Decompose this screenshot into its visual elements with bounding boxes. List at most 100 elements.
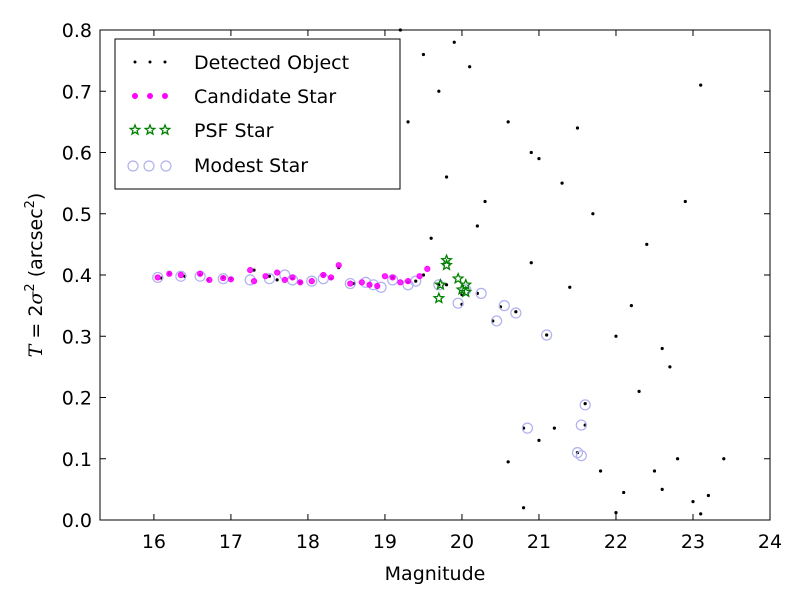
detected-object-point — [452, 40, 456, 44]
modest-star-point — [152, 271, 164, 284]
detected-object-point — [552, 426, 556, 430]
detected-object-point — [252, 268, 256, 272]
y-label-sq1: 2 — [23, 283, 38, 291]
detected-object-point — [622, 490, 626, 495]
detected-object-point — [406, 120, 410, 124]
detected-object-point — [699, 512, 703, 516]
detected-object-point — [421, 52, 426, 57]
candidate-star-point — [327, 274, 335, 281]
modest-star-point — [175, 270, 187, 282]
detected-object-point — [545, 333, 549, 337]
candidate-star-point — [358, 279, 365, 286]
candidate-star-point — [281, 276, 288, 283]
legend-psf-star — [158, 123, 172, 136]
modest-star-point — [521, 422, 534, 434]
candidate-star-point — [381, 273, 389, 280]
modest-star-point — [344, 277, 356, 290]
detected-object-point — [683, 199, 687, 204]
detected-object-point — [429, 236, 433, 240]
axis-ticks — [100, 29, 771, 521]
detected-object-point — [675, 457, 680, 461]
y-tick-label: 0.0 — [62, 510, 92, 532]
psf-star-point — [459, 285, 473, 298]
legend-marker-modest — [127, 160, 172, 172]
modest-star-point — [491, 315, 503, 327]
candidate-star-point — [389, 274, 396, 281]
candidate-star-point — [289, 274, 296, 281]
y-tick-label: 0.7 — [62, 81, 92, 103]
detected-object-point — [637, 389, 641, 393]
modest-star-point — [541, 329, 553, 341]
candidate-star-point — [297, 279, 304, 286]
modest-star-point — [306, 275, 318, 287]
candidate-star-point — [404, 278, 412, 285]
x-tick-labels: 16 17 18 19 20 21 22 23 24 — [142, 531, 782, 553]
detected-object-point — [560, 181, 564, 185]
y-axis-label: T = 2σ2 (arcsec2) — [23, 193, 47, 358]
legend-label-psf: PSF Star — [194, 120, 274, 142]
psf-star-point — [432, 291, 446, 304]
detected-object-point — [591, 212, 595, 216]
detected-object-point — [537, 438, 541, 442]
y-tick-label: 0.4 — [62, 265, 92, 287]
legend-label-modest: Modest Star — [194, 155, 308, 177]
legend-marker-candidate — [132, 93, 168, 99]
detected-object-point — [614, 511, 618, 515]
candidate-star-point — [374, 282, 381, 290]
y-tick-label: 0.1 — [62, 449, 92, 471]
detected-object-point — [468, 65, 472, 69]
candidate-star-point — [197, 270, 204, 277]
detected-object-point — [437, 89, 441, 93]
legend-psf-star — [143, 123, 157, 136]
x-axis-label: Magnitude — [385, 563, 486, 585]
psf-star-point — [440, 253, 453, 266]
detected-object-point — [645, 242, 649, 246]
x-tick-label: 24 — [758, 531, 782, 553]
candidate-star-point — [250, 278, 258, 285]
candidate-star-point — [335, 262, 342, 269]
y-label-unit-open: (arcsec — [25, 208, 47, 283]
x-tick-label: 22 — [604, 531, 628, 553]
candidate-star-point — [227, 276, 235, 283]
detected-object-point — [568, 285, 572, 289]
candidate-star-point — [416, 273, 423, 280]
modest-star-point — [510, 307, 522, 319]
modest-star-point — [571, 447, 584, 459]
y-label-var: T — [25, 343, 47, 357]
detected-object-point — [506, 460, 510, 464]
detected-object-point — [444, 175, 449, 179]
x-tick-label: 19 — [373, 531, 397, 553]
detected-object-point — [575, 126, 580, 130]
legend-label-detected: Detected Object — [194, 52, 349, 74]
legend-box — [114, 38, 401, 190]
y-tick-label: 0.6 — [62, 143, 92, 165]
y-tick-label: 0.8 — [62, 20, 92, 42]
detected-object-point — [521, 506, 526, 510]
x-tick-label: 23 — [681, 531, 705, 553]
detected-object-point — [660, 487, 664, 491]
legend-psf-star — [128, 123, 142, 136]
y-tick-labels: 0.0 0.1 0.2 0.3 0.4 0.5 0.6 0.7 0.8 — [62, 20, 92, 532]
detected-object-point — [529, 261, 533, 265]
detected-object-point — [275, 278, 279, 282]
detected-object-point — [668, 365, 672, 369]
modest-star-point — [475, 287, 487, 299]
x-tick-label: 18 — [296, 531, 320, 553]
candidate-star-point — [274, 269, 281, 276]
y-tick-label: 0.5 — [62, 204, 92, 226]
candidate-star-point — [177, 271, 184, 279]
detected-object-point — [652, 469, 657, 473]
candidate-star-point — [262, 273, 269, 280]
detected-object-point — [583, 402, 587, 406]
detected-object-point — [691, 500, 695, 504]
modest-star-point — [452, 297, 464, 309]
candidate-star-point — [154, 274, 161, 281]
detected-object-point — [699, 83, 703, 87]
modest-star-point — [575, 419, 587, 431]
modest-star-point — [579, 399, 591, 411]
detected-object-point — [660, 346, 664, 351]
detected-object-point — [614, 334, 618, 338]
candidate-star-point — [347, 280, 354, 287]
y-label-unit-close: ) — [25, 193, 47, 200]
detected-object-point — [537, 157, 541, 161]
